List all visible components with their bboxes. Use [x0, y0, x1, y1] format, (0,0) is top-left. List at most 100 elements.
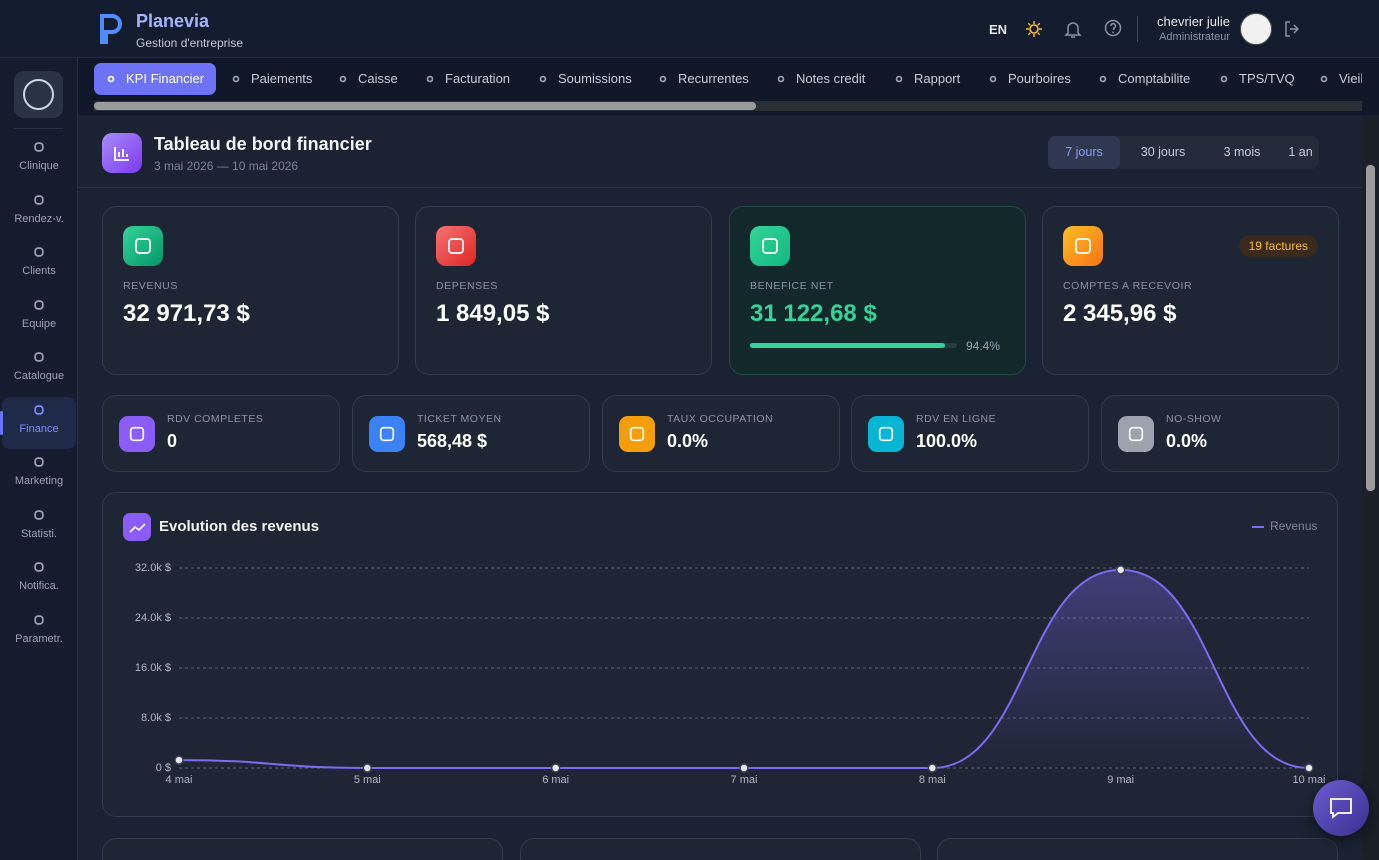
period-selector: 7 jours 30 jours 3 mois 1 an	[1048, 136, 1319, 169]
kpi-value: 2 345,96 $	[1063, 300, 1177, 327]
sidebar-item[interactable]: Marketing	[2, 449, 76, 501]
icon-glyph	[135, 238, 151, 254]
tab[interactable]: Facturation	[413, 63, 522, 95]
tab[interactable]: Recurrentes	[646, 63, 761, 95]
kpi-label: COMPTES A RECEVOIR	[1063, 280, 1193, 292]
tab-icon	[229, 72, 243, 86]
icon-glyph	[34, 247, 44, 257]
x-tick-label: 5 mai	[354, 774, 381, 786]
icon-glyph	[629, 426, 645, 442]
icon-glyph	[107, 75, 115, 83]
kpi-card: REVENUS 32 971,73 $	[102, 206, 399, 375]
chart-card: Evolution des revenus 0 $ 8.0k $ 16.0k $ 24…	[102, 492, 1338, 817]
sidebar-label: Clinique	[19, 160, 59, 172]
y-tick-label: 32.0k $	[135, 562, 171, 574]
sidebar-item[interactable]: Parametr.	[2, 607, 76, 659]
dashboard-icon	[102, 133, 142, 173]
icon-glyph	[1099, 75, 1107, 83]
tab[interactable]: Caisse	[326, 63, 410, 95]
stat-label: TAUX OCCUPATION	[667, 413, 774, 425]
language-toggle[interactable]: EN	[989, 22, 1008, 37]
tab[interactable]: KPI Financier	[94, 63, 217, 95]
clinic-logo-image	[23, 79, 54, 110]
logo	[100, 14, 122, 44]
chat-icon	[1330, 798, 1352, 819]
tab-icon	[1317, 72, 1331, 86]
notifications-icon[interactable]	[1064, 19, 1082, 39]
period-option[interactable]: 7 jours	[1048, 136, 1120, 169]
stat-value: 568,48 $	[417, 431, 488, 451]
card	[520, 838, 921, 860]
sidebar-icon	[28, 399, 50, 421]
tab[interactable]: Pourboires	[976, 63, 1083, 95]
sidebar-icon	[28, 136, 50, 158]
sidebar-label: Equipe	[21, 317, 57, 330]
icon-glyph	[34, 562, 44, 572]
x-tick-label: 7 mai	[731, 774, 758, 786]
sidebar-item[interactable]: Clinique	[2, 134, 76, 186]
tab[interactable]: Notes credit	[764, 63, 877, 95]
tab[interactable]: Paiements	[219, 63, 324, 95]
vertical-scrollbar[interactable]	[1362, 115, 1379, 860]
area	[179, 569, 1309, 768]
tab-icon	[1217, 72, 1231, 86]
x-tick-label: 9 mai	[1107, 774, 1134, 786]
user-avatar[interactable]	[1240, 13, 1272, 45]
tab[interactable]: Soumissions	[526, 63, 644, 95]
sidebar-item[interactable]: Statisti.	[2, 502, 76, 554]
kpi-icon	[436, 226, 476, 266]
stat-label: TICKET MOYEN	[417, 413, 502, 425]
horizontal-scrollbar[interactable]	[94, 101, 1362, 111]
sidebar-icon	[28, 241, 50, 263]
kpi-icon	[750, 226, 790, 266]
icon-glyph	[34, 404, 44, 415]
scroll-thumb[interactable]	[94, 102, 756, 110]
tab-icon	[104, 72, 118, 86]
icon-glyph	[34, 509, 44, 520]
point	[550, 763, 561, 773]
kpi-value: 1 849,05 $	[436, 300, 550, 327]
user-name: chevrier julie	[1157, 14, 1230, 29]
sidebar-item[interactable]: Rendez-v.	[2, 187, 76, 239]
sidebar-icon	[28, 556, 50, 578]
sidebar-item[interactable]: Finance	[0, 396, 76, 449]
stat-card: RDV EN LIGNE 100.0%	[851, 395, 1089, 472]
sidebar-label: Clients	[22, 265, 56, 277]
period-option[interactable]: 3 mois	[1223, 145, 1261, 159]
sidebar-item[interactable]: Notifica.	[2, 554, 76, 606]
icon-glyph	[878, 426, 894, 442]
chat-button[interactable]	[1313, 780, 1369, 836]
top-bar: Planevia Gestion d'entreprise EN chevrie…	[0, 0, 1379, 58]
stat-label: NO-SHOW	[1166, 413, 1222, 425]
progress-label: 94.4%	[966, 339, 1001, 353]
tab[interactable]: Comptabilite	[1086, 63, 1202, 95]
sidebar-item[interactable]: Clients	[2, 239, 76, 291]
progress-track	[750, 343, 957, 348]
icon-glyph	[989, 75, 997, 83]
point	[927, 763, 938, 773]
sidebar-icon	[28, 451, 50, 473]
stat-value: 100.0%	[916, 431, 978, 451]
point	[1304, 763, 1314, 773]
help-icon[interactable]	[1104, 19, 1122, 37]
period-option[interactable]: 1 an	[1288, 145, 1313, 159]
scroll-thumb[interactable]	[1366, 165, 1375, 491]
icon-glyph	[129, 426, 145, 442]
kpi-value: 31 122,68 $	[750, 300, 877, 327]
kpi-label: DEPENSES	[436, 280, 498, 292]
tab[interactable]: TPS/TVQ	[1207, 63, 1307, 95]
sidebar-item[interactable]: Equipe	[2, 292, 76, 344]
icon-glyph	[659, 75, 667, 83]
tab[interactable]: Vieil	[1307, 63, 1362, 95]
kpi-icon	[123, 226, 163, 266]
tab-icon	[986, 72, 1000, 86]
icon-glyph	[1075, 238, 1091, 254]
sidebar-icon	[28, 609, 50, 631]
theme-icon[interactable]	[1025, 20, 1043, 38]
sidebar-item[interactable]: Catalogue	[2, 344, 76, 396]
tab[interactable]: Rapport	[882, 63, 972, 95]
period-option[interactable]: 30 jours	[1140, 145, 1186, 159]
stat-card: RDV COMPLETES 0	[102, 395, 340, 472]
logout-icon[interactable]	[1283, 20, 1301, 38]
